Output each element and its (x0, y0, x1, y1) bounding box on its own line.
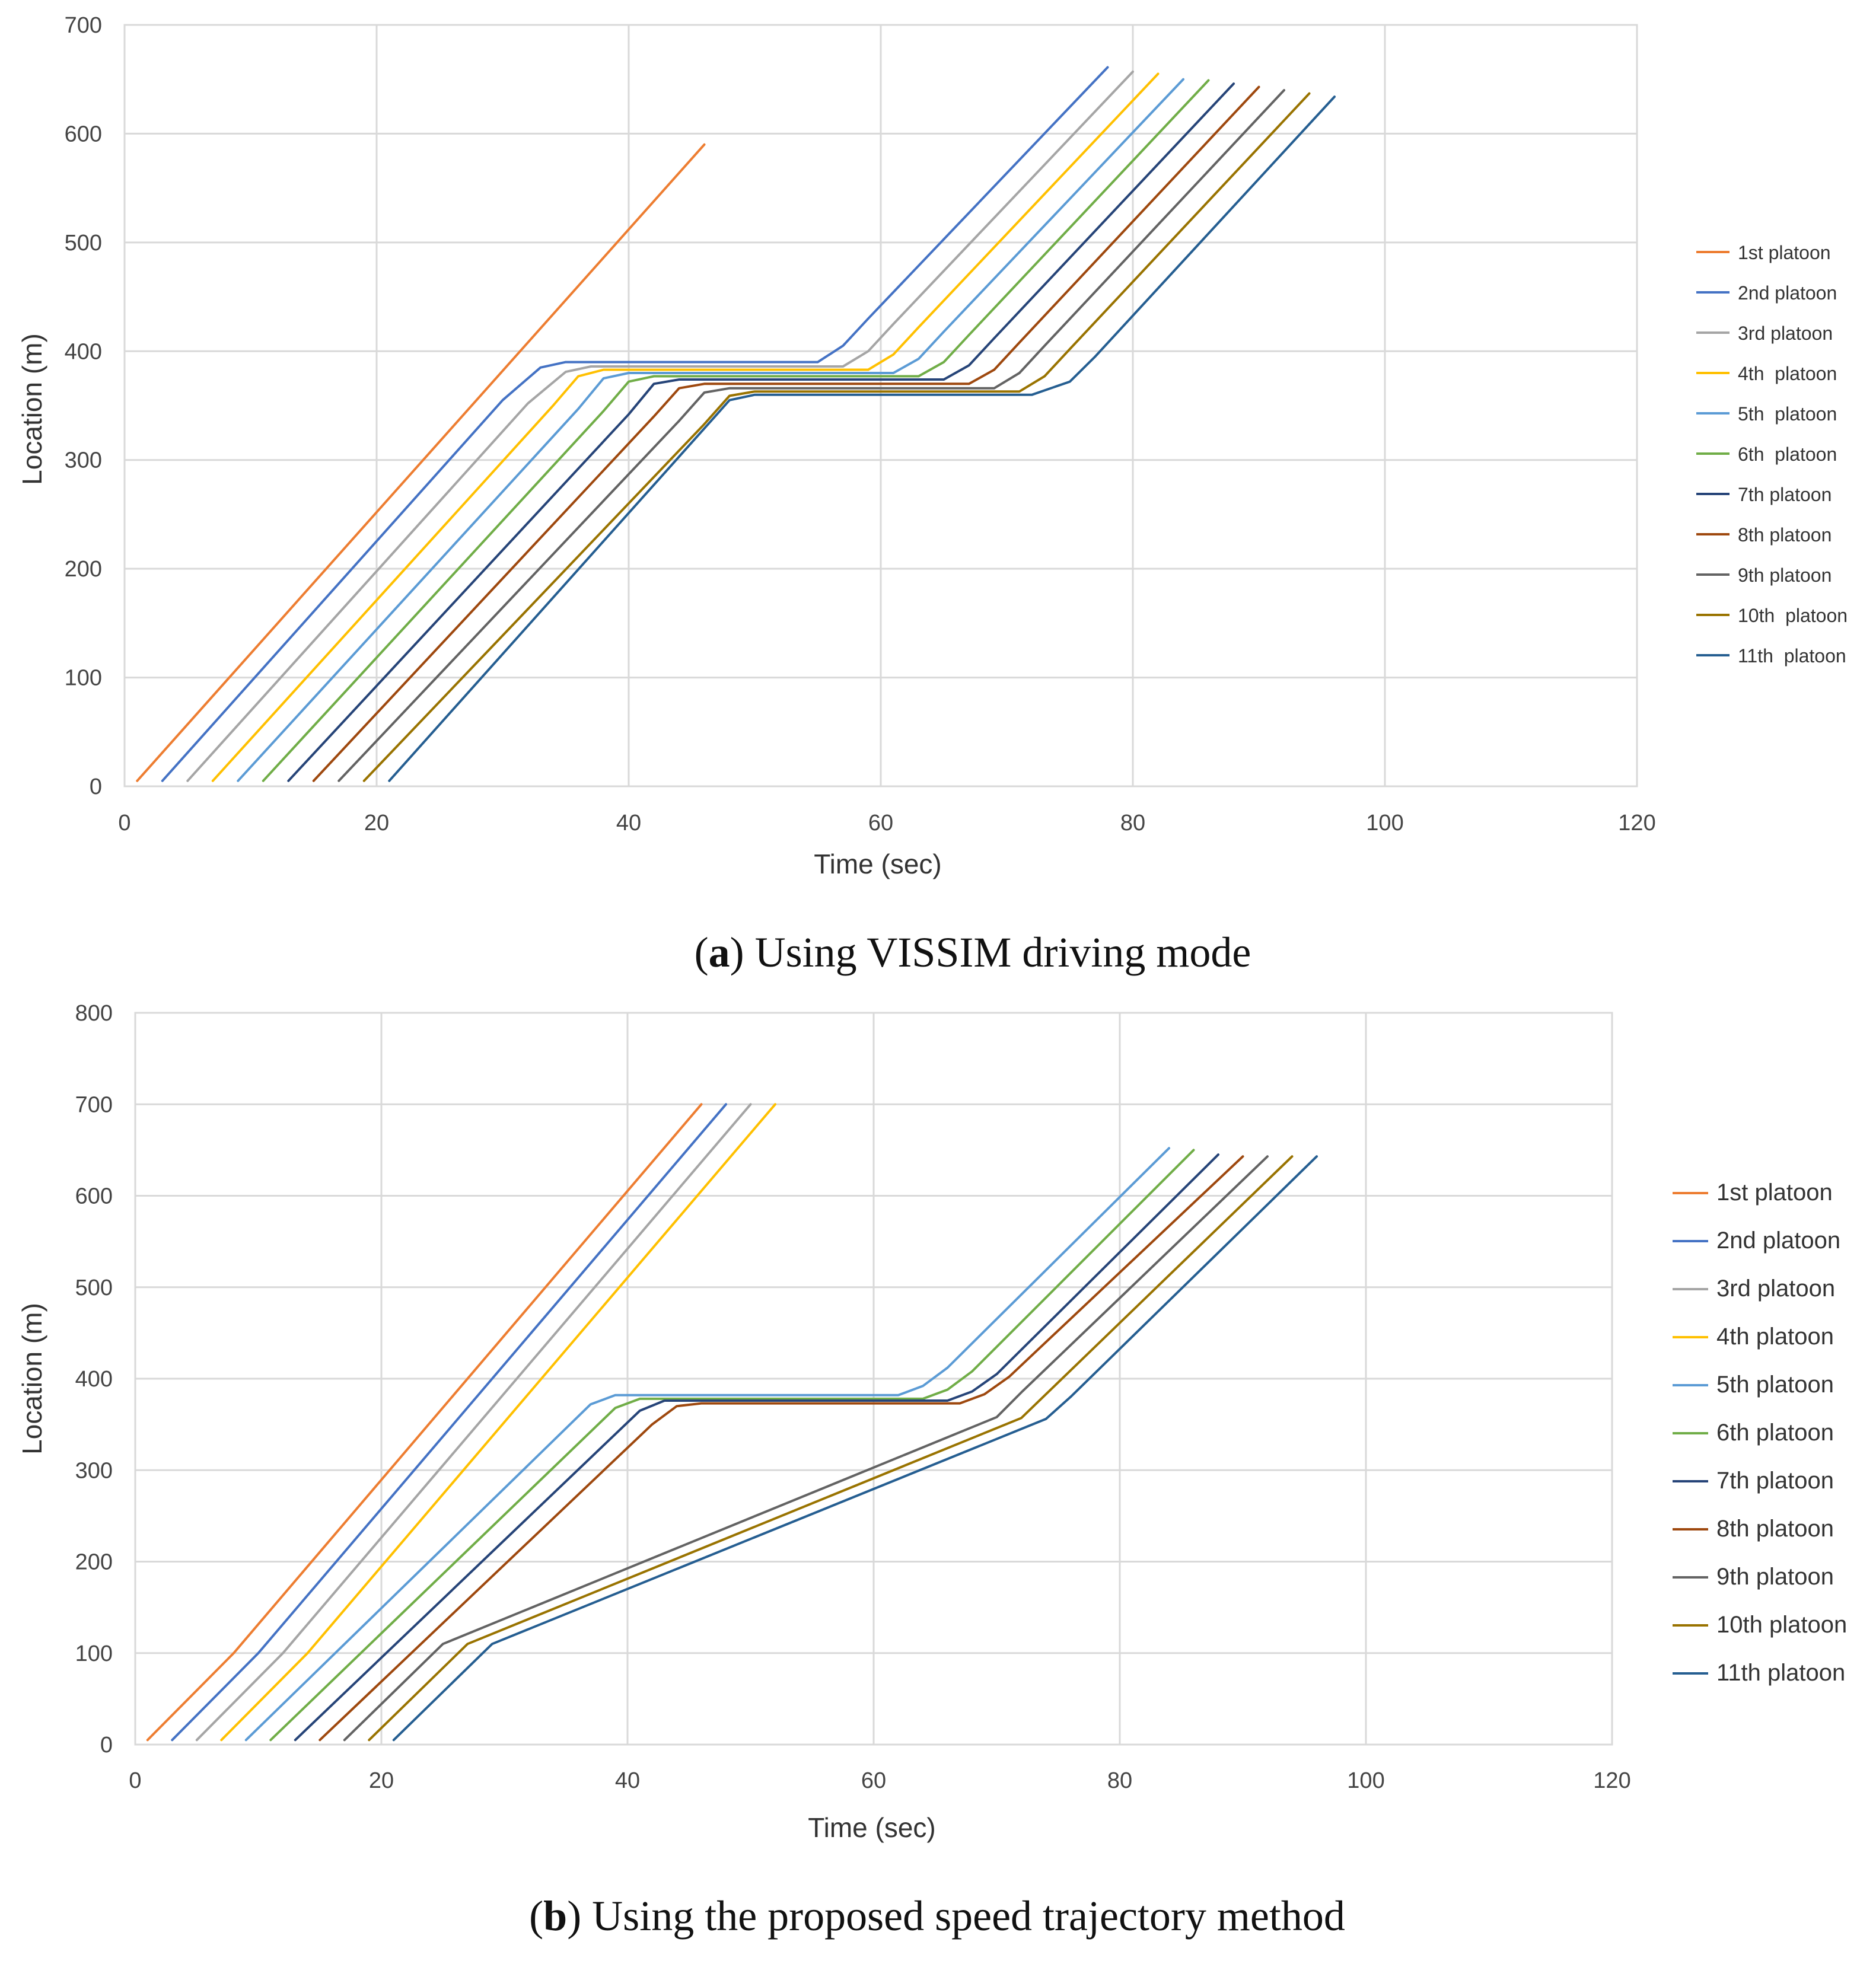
chart-b-legend-label: 2nd platoon (1716, 1227, 1840, 1254)
chart-a-legend: 1st platoon 2nd platoon 3rd platoon 4th pla… (1696, 242, 1848, 667)
chart-a-xtick-label: 60 (868, 811, 893, 836)
chart-a-ylabel: Location (m) (17, 333, 47, 485)
chart-b-legend-label: 3rd platoon (1716, 1276, 1835, 1302)
chart-a-ytick-label: 400 (65, 339, 102, 364)
chart-panel-a: 0 20 40 60 80 100 120 0 100 200 300 400 500 600 700 Ti… (17, 13, 1848, 879)
chart-a-ytick-label: 0 (90, 774, 102, 799)
chart-a-ticks: 0 20 40 60 80 100 120 0 100 200 300 400 500 600 700 (65, 13, 1656, 836)
chart-b-series-line-3 (195, 1103, 752, 1742)
chart-a-series-line-1 (136, 143, 706, 782)
chart-b-series-line-5 (244, 1147, 1170, 1742)
chart-a-ytick-label: 100 (65, 666, 102, 691)
chart-a-legend-label: 10th platoon (1738, 605, 1848, 626)
chart-a-grid (123, 24, 1638, 787)
chart-b-series-line-9 (343, 1155, 1269, 1742)
chart-b-ytick-label: 700 (75, 1092, 113, 1117)
chart-b-legend-label: 9th platoon (1716, 1564, 1834, 1590)
chart-a-xtick-label: 100 (1366, 811, 1403, 836)
chart-b-legend-label: 1st platoon (1716, 1179, 1833, 1206)
chart-b-series-line-7 (294, 1153, 1219, 1742)
chart-a-ytick-label: 700 (65, 13, 102, 38)
chart-a-series-line-5 (237, 78, 1184, 782)
chart-a-xtick-label: 80 (1120, 811, 1145, 836)
chart-a-xtick-label: 40 (616, 811, 641, 836)
chart-a-legend-label: 4th platoon (1738, 363, 1837, 384)
chart-b-xtick-label: 60 (861, 1768, 886, 1793)
chart-b-series-line-8 (318, 1155, 1244, 1742)
chart-b-series-line-4 (220, 1103, 776, 1742)
chart-b-xtick-label: 0 (129, 1768, 141, 1793)
chart-b-series-line-1 (146, 1103, 703, 1742)
chart-b-series-line-10 (368, 1155, 1294, 1742)
chart-b-xtick-label: 20 (369, 1768, 394, 1793)
caption-a-label: a (709, 929, 730, 976)
chart-b-legend-label: 4th platoon (1716, 1324, 1834, 1350)
chart-a-xtick-label: 0 (118, 811, 130, 836)
chart-b-xtick-label: 120 (1593, 1768, 1630, 1793)
chart-a-legend-label: 11th platoon (1738, 645, 1846, 667)
chart-a-xtick-label: 120 (1618, 811, 1655, 836)
chart-b-ticks: 0 20 40 60 80 100 120 0 100 200 300 400 500 600 700 800 (75, 1001, 1631, 1793)
chart-b-legend-label: 7th platoon (1716, 1468, 1834, 1494)
chart-b-ytick-label: 500 (75, 1276, 113, 1300)
chart-b-xlabel: Time (sec) (808, 1812, 936, 1843)
chart-b-series (146, 1103, 1318, 1742)
chart-a-series-line-7 (287, 82, 1235, 782)
caption-b: (b) Using the proposed speed trajectory … (529, 1892, 1345, 1940)
chart-a-xtick-label: 20 (364, 811, 389, 836)
chart-a-series-line-3 (186, 70, 1134, 782)
chart-a-series-line-2 (161, 66, 1109, 782)
chart-a-legend-label: 2nd platoon (1738, 282, 1837, 304)
chart-a-ytick-label: 500 (65, 231, 102, 256)
chart-b-series-line-2 (171, 1103, 727, 1742)
chart-b-legend-label: 11th platoon (1716, 1660, 1845, 1686)
chart-a-ytick-label: 200 (65, 557, 102, 582)
chart-a-legend-label: 5th platoon (1738, 403, 1837, 425)
chart-b-legend-label: 5th platoon (1716, 1372, 1834, 1398)
chart-b-legend: 1st platoon 2nd platoon 3rd platoon 4th pla… (1673, 1179, 1847, 1686)
chart-a-series-line-8 (312, 85, 1260, 782)
chart-b-grid (134, 1012, 1613, 1746)
caption-b-label: b (543, 1892, 567, 1940)
chart-b-ylabel: Location (m) (17, 1303, 47, 1455)
chart-a-legend-label: 1st platoon (1738, 242, 1831, 263)
chart-a-series-line-10 (362, 92, 1311, 782)
chart-b-xtick-label: 80 (1107, 1768, 1132, 1793)
caption-a-text: Using VISSIM driving mode (755, 929, 1251, 976)
chart-b-legend-label: 6th platoon (1716, 1420, 1834, 1446)
chart-a-xlabel: Time (sec) (814, 849, 942, 879)
chart-a-series-line-11 (388, 95, 1336, 782)
chart-a-series-line-9 (337, 89, 1285, 782)
chart-b-series-line-6 (269, 1149, 1195, 1742)
caption-b-text: Using the proposed speed trajectory meth… (592, 1892, 1345, 1940)
chart-b-xtick-label: 100 (1347, 1768, 1384, 1793)
chart-a-series (136, 66, 1336, 782)
chart-b-ytick-label: 100 (75, 1641, 113, 1666)
chart-a-ytick-label: 300 (65, 448, 102, 473)
chart-a-ytick-label: 600 (65, 122, 102, 146)
chart-b-series-line-11 (392, 1155, 1318, 1742)
chart-a-legend-label: 7th platoon (1738, 484, 1832, 505)
chart-a-legend-label: 6th platoon (1738, 444, 1837, 465)
chart-b-ytick-label: 300 (75, 1458, 113, 1483)
chart-b-legend-label: 8th platoon (1716, 1516, 1834, 1542)
chart-a-legend-label: 8th platoon (1738, 524, 1832, 546)
chart-b-legend-label: 10th platoon (1716, 1612, 1847, 1638)
chart-b-ytick-label: 600 (75, 1184, 113, 1209)
chart-b-ytick-label: 400 (75, 1367, 113, 1392)
caption-a: (a) Using VISSIM driving mode (695, 929, 1251, 976)
chart-a-series-line-4 (211, 72, 1160, 782)
chart-b-ytick-label: 0 (100, 1733, 113, 1758)
chart-a-legend-label: 3rd platoon (1738, 323, 1833, 344)
chart-b-ytick-label: 800 (75, 1001, 113, 1026)
chart-b-xtick-label: 40 (615, 1768, 640, 1793)
chart-a-legend-label: 9th platoon (1738, 565, 1832, 586)
chart-b-ytick-label: 200 (75, 1550, 113, 1575)
chart-a-series-line-6 (262, 79, 1210, 782)
chart-panel-b: 0 20 40 60 80 100 120 0 100 200 300 400 500 600 700 800… (17, 1001, 1847, 1843)
